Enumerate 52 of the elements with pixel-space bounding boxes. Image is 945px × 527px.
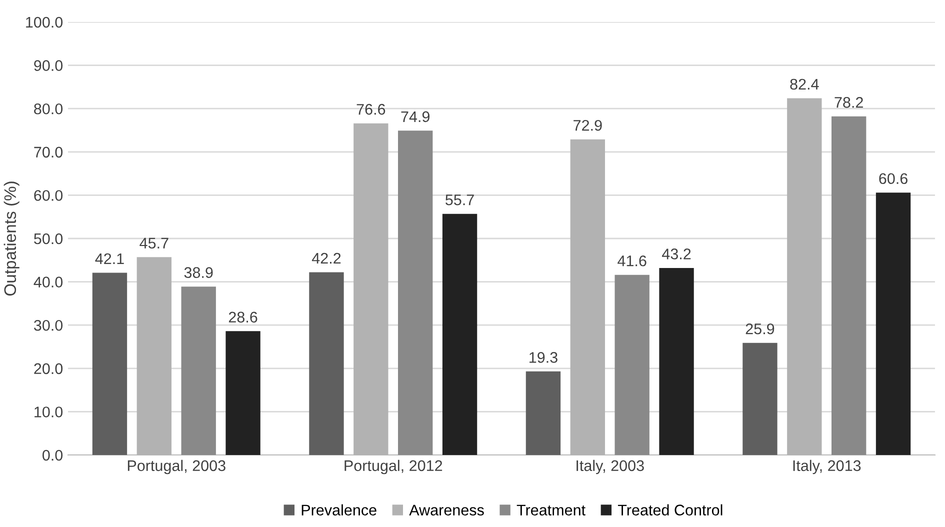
- y-tick-label: 90.0: [34, 60, 63, 71]
- data-label: 38.9: [184, 267, 213, 278]
- bar: [526, 371, 561, 455]
- data-label: 60.6: [879, 173, 908, 184]
- bar: [92, 272, 128, 455]
- data-label: 45.7: [140, 238, 168, 249]
- bar: [787, 98, 822, 455]
- legend-label: Awareness: [409, 504, 484, 516]
- data-label: 78.2: [834, 97, 863, 108]
- data-label: 76.6: [356, 104, 386, 115]
- y-tick-label: 80.0: [34, 103, 63, 114]
- bar: [832, 116, 866, 455]
- x-tick-label: Italy, 2013: [793, 460, 861, 474]
- bar: [614, 274, 650, 455]
- y-tick-label: 40.0: [34, 276, 63, 288]
- data-label: 43.2: [662, 248, 691, 260]
- y-tick-label: 60.0: [34, 190, 63, 201]
- y-tick-label: 20.0: [34, 363, 63, 374]
- bar: [136, 257, 172, 455]
- legend-label: Prevalence: [302, 504, 376, 516]
- y-tick-label: 10.0: [34, 406, 63, 418]
- bar: [570, 139, 605, 455]
- y-tick-label: 30.0: [34, 320, 63, 331]
- x-tick-label: Italy, 2003: [576, 460, 644, 474]
- bar: [398, 130, 433, 455]
- y-tick-label: 70.0: [34, 146, 63, 158]
- data-label: 19.3: [530, 352, 558, 363]
- bar: [442, 214, 478, 455]
- x-tick-label: Portugal, 2003: [128, 460, 226, 474]
- legend-label: Treated Control: [618, 504, 722, 516]
- data-label: 28.6: [228, 312, 258, 323]
- legend-label: Treatment: [516, 504, 586, 516]
- data-label: 82.4: [790, 78, 819, 90]
- data-label: 74.9: [401, 111, 430, 122]
- data-label: 41.6: [618, 255, 646, 266]
- data-label: 55.7: [446, 194, 474, 206]
- bar: [876, 192, 911, 455]
- x-tick-label: Portugal, 2012: [344, 460, 442, 474]
- data-label: 72.9: [574, 120, 602, 131]
- data-label: 25.9: [746, 323, 774, 334]
- bar: [659, 268, 694, 455]
- y-axis-title: Outpatients (%): [4, 182, 20, 296]
- y-tick-label: 0.0: [42, 450, 63, 461]
- y-tick-label: 100.0: [26, 16, 63, 28]
- data-label: 42.1: [95, 253, 124, 264]
- bar: [309, 272, 344, 455]
- bar: [354, 123, 388, 455]
- bar: [226, 331, 260, 455]
- y-tick-label: 50.0: [34, 233, 63, 244]
- bar: [181, 286, 216, 455]
- bar: [742, 342, 778, 455]
- data-label: 42.2: [312, 252, 341, 264]
